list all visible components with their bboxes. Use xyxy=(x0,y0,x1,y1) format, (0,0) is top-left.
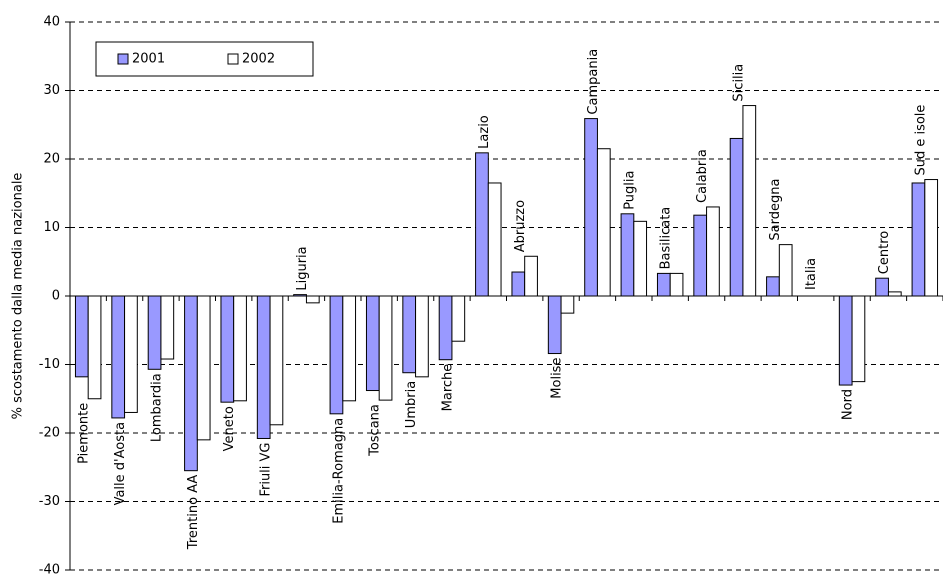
bar xyxy=(329,295,344,415)
bar xyxy=(911,182,926,297)
bar xyxy=(875,277,889,297)
bar xyxy=(256,295,271,439)
y-tick-label: 40 xyxy=(43,15,60,30)
legend-box xyxy=(95,41,314,77)
legend-swatch xyxy=(227,53,239,65)
category-label: Calabria xyxy=(695,149,710,203)
bar xyxy=(293,294,307,297)
bar xyxy=(438,295,453,361)
bar xyxy=(547,295,562,355)
bar xyxy=(475,152,489,297)
bar xyxy=(924,179,939,297)
y-tick-label: -40 xyxy=(39,563,60,578)
y-tick-label: -30 xyxy=(39,494,60,509)
bar xyxy=(524,255,538,297)
y-tick-label: 10 xyxy=(43,220,60,235)
bar xyxy=(693,214,708,297)
bar xyxy=(402,295,417,374)
category-label: Lombardia xyxy=(149,373,164,442)
category-label: Centro xyxy=(877,231,892,274)
bar xyxy=(487,182,502,297)
category-label: Umbria xyxy=(404,381,419,428)
y-tick-label: 0 xyxy=(52,289,60,304)
legend-label: 2002 xyxy=(242,52,275,67)
bar xyxy=(415,295,429,378)
bar xyxy=(365,295,380,392)
y-tick-label: 20 xyxy=(43,152,60,167)
bar xyxy=(742,105,757,297)
bar xyxy=(851,295,866,383)
category-label: Sud e isole xyxy=(913,105,928,176)
category-label: Liguria xyxy=(295,246,310,290)
y-axis-title: % scostamento dalla media nazionale xyxy=(11,173,26,420)
bar xyxy=(778,244,793,297)
bar xyxy=(378,295,393,401)
bar xyxy=(305,295,320,304)
bar xyxy=(233,295,247,402)
bar xyxy=(584,118,598,297)
legend-label: 2001 xyxy=(132,52,165,67)
category-label: Lazio xyxy=(477,115,492,149)
bar xyxy=(620,213,635,297)
category-label: Molise xyxy=(550,358,565,399)
bar xyxy=(147,295,162,370)
bar xyxy=(887,291,902,297)
category-label: Abruzzo xyxy=(513,200,528,252)
bar xyxy=(87,295,102,400)
category-label: Campania xyxy=(586,49,601,115)
bar xyxy=(196,295,211,441)
bar xyxy=(111,295,126,419)
bar xyxy=(269,295,284,426)
bar xyxy=(729,137,744,297)
category-label: Marche xyxy=(440,364,455,412)
bar xyxy=(766,276,780,297)
category-label: Toscana xyxy=(368,404,383,457)
bar xyxy=(596,148,611,297)
category-label: Emilia-Romagna xyxy=(331,418,346,524)
bar xyxy=(342,295,357,402)
bar xyxy=(124,295,138,413)
legend: 2001 2002 xyxy=(95,41,314,77)
bar xyxy=(669,272,684,297)
bar xyxy=(838,295,853,386)
category-label: Puglia xyxy=(622,171,637,210)
bar xyxy=(560,295,575,314)
category-label: Veneto xyxy=(222,406,237,451)
category-label: Valle d'Aosta xyxy=(113,422,128,505)
bar xyxy=(74,295,89,378)
y-tick-label: -10 xyxy=(39,357,60,372)
category-label: Trentino AA xyxy=(186,475,201,551)
category-label: Italia xyxy=(804,258,819,290)
category-label: Sardegna xyxy=(768,179,783,241)
bar xyxy=(160,295,175,360)
bar xyxy=(656,272,671,297)
bar xyxy=(184,295,198,472)
bar xyxy=(706,206,720,297)
category-label: Basilicata xyxy=(659,207,674,270)
bar xyxy=(511,271,526,297)
legend-swatch xyxy=(117,53,129,65)
category-label: Friuli VG xyxy=(259,442,274,496)
bar xyxy=(220,295,235,403)
y-tick-label: 30 xyxy=(43,83,60,98)
y-tick-label: -20 xyxy=(39,426,60,441)
bar xyxy=(451,295,466,342)
category-label: Piemonte xyxy=(77,403,92,464)
category-label: Sicilia xyxy=(731,64,746,102)
category-label: Nord xyxy=(841,389,856,420)
bar xyxy=(633,220,648,297)
